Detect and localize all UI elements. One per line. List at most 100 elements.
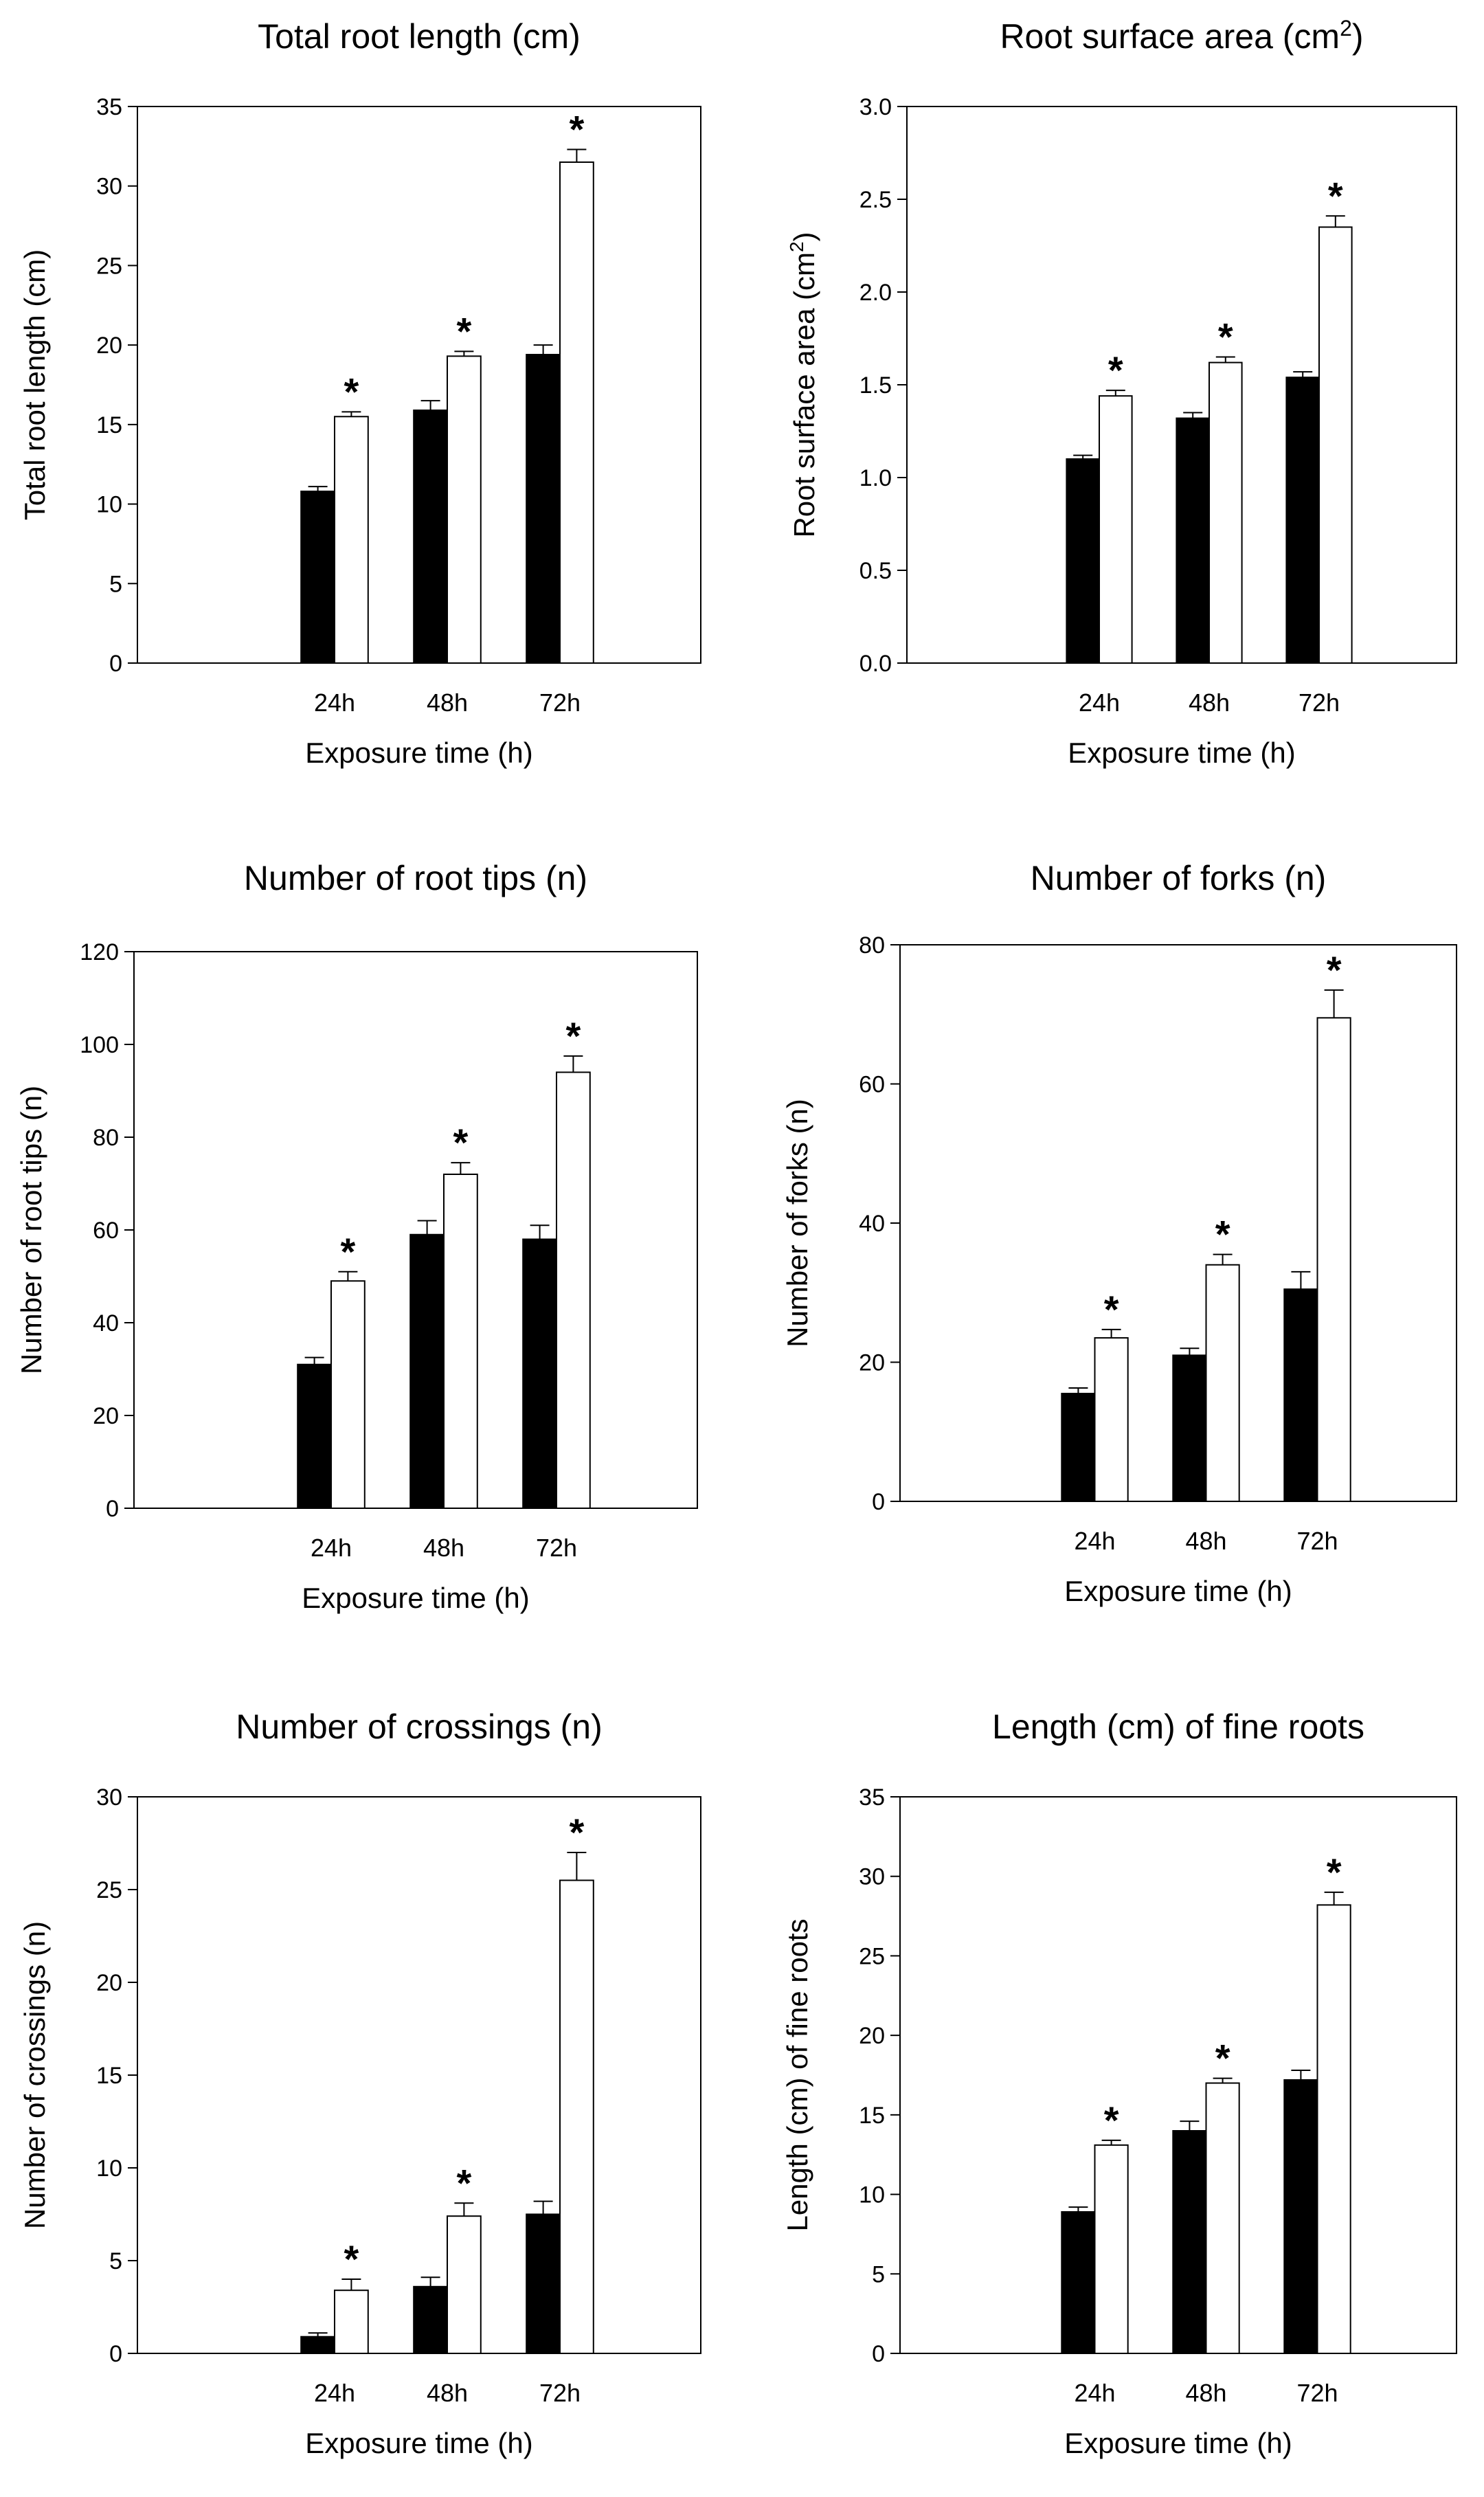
- bar-black: [526, 2213, 561, 2354]
- significance-marker: *: [1104, 1288, 1119, 1331]
- y-axis-label: Total root length (cm): [19, 249, 51, 521]
- x-axis-label: Exposure time (h): [1064, 1575, 1292, 1607]
- y-tick-label: 60: [93, 1218, 119, 1244]
- x-tick-label: 24h: [1074, 2379, 1115, 2407]
- bar-black: [1061, 1393, 1096, 1502]
- significance-marker: *: [340, 1230, 355, 1273]
- y-tick-label: 15: [96, 412, 122, 438]
- bar-white: [1205, 1264, 1240, 1502]
- y-tick-label: 30: [859, 1864, 885, 1890]
- y-tick-label: 0.5: [859, 558, 892, 584]
- y-tick-label: 15: [96, 2063, 122, 2089]
- chart-title: Number of crossings (n): [236, 1707, 603, 1746]
- bar-white: [1316, 1017, 1351, 1502]
- y-axis-label-text: Number of crossings (n): [19, 1921, 51, 2229]
- chart-title-text: Number of crossings (n): [236, 1707, 603, 1746]
- bar-black: [413, 2285, 449, 2355]
- x-tick-label: 48h: [427, 2379, 468, 2407]
- significance-marker: *: [1327, 948, 1342, 992]
- chart-panel-3: Number of root tips (n) 0 20 40 60 80 100 120 Nu…: [15, 859, 698, 1614]
- y-tick-label: 60: [859, 1072, 885, 1098]
- significance-marker: *: [1327, 1850, 1342, 1894]
- x-tick-label: 72h: [539, 688, 581, 717]
- chart-title: Root surface area (cm2): [1000, 16, 1363, 56]
- x-tick-label: 72h: [536, 1534, 577, 1562]
- y-axis-label: Number of crossings (n): [19, 1921, 51, 2229]
- x-tick-label: 48h: [1185, 1527, 1226, 1555]
- x-tick-label: 48h: [427, 688, 468, 717]
- x-tick-label: 24h: [311, 1534, 352, 1562]
- y-tick-label: 20: [859, 1350, 885, 1376]
- bar-black: [413, 410, 449, 664]
- x-tick-label: 24h: [1079, 688, 1120, 717]
- chart-title-text: Total root length (cm): [258, 17, 581, 56]
- bar-black: [1283, 2079, 1318, 2354]
- bar-black: [1066, 458, 1101, 664]
- significance-marker: *: [1104, 2098, 1119, 2142]
- y-tick-label: 15: [859, 2103, 885, 2129]
- y-axis-label-text: Total root length (cm): [19, 249, 51, 521]
- chart-title: Total root length (cm): [258, 17, 581, 56]
- bar-white: [559, 1879, 594, 2354]
- y-tick-label: 0.0: [859, 651, 892, 677]
- significance-marker: *: [1108, 348, 1123, 392]
- chart-panel-5: Number of crossings (n) 0 5 10 15 20 25 30 Numbe…: [19, 1707, 701, 2459]
- bar-white: [1099, 395, 1133, 664]
- bar-black: [526, 354, 561, 664]
- y-tick-label: 10: [96, 492, 122, 518]
- chart-title-text: Number of root tips (n): [244, 859, 587, 897]
- y-tick-label: 5: [109, 2248, 122, 2274]
- y-tick-label: 0: [109, 651, 122, 677]
- y-tick-label: 20: [93, 1403, 119, 1429]
- significance-marker: *: [1215, 1213, 1230, 1256]
- y-tick-label: 30: [96, 1784, 122, 1811]
- x-tick-label: 24h: [314, 688, 355, 717]
- x-tick-label: 48h: [423, 1534, 464, 1562]
- y-tick-label: 0: [872, 1489, 885, 1515]
- bar-white: [556, 1071, 591, 1509]
- y-tick-label: 25: [96, 253, 122, 279]
- y-tick-label: 100: [80, 1032, 119, 1058]
- y-tick-label: 5: [109, 571, 122, 597]
- bar-white: [447, 355, 482, 664]
- x-tick-label: 72h: [1298, 688, 1340, 717]
- bar-white: [1316, 1904, 1351, 2354]
- significance-marker: *: [456, 2161, 471, 2204]
- significance-marker: *: [1215, 2037, 1230, 2080]
- plot-frame: [137, 1796, 701, 2354]
- y-tick-label: 80: [859, 932, 885, 959]
- x-tick-label: 48h: [1185, 2379, 1226, 2407]
- significance-marker: *: [344, 370, 359, 413]
- bar-black: [300, 2336, 335, 2354]
- y-tick-label: 2.5: [859, 187, 892, 213]
- y-tick-label: 0: [109, 2341, 122, 2367]
- x-axis-label: Exposure time (h): [1068, 737, 1295, 769]
- y-tick-label: 120: [80, 939, 119, 965]
- chart-title-end: ): [1352, 17, 1364, 56]
- y-tick-label: 0: [872, 2341, 885, 2367]
- y-tick-label: 30: [96, 174, 122, 200]
- bar-white: [1094, 2144, 1129, 2355]
- bar-white: [1208, 361, 1243, 664]
- y-tick-label: 1.5: [859, 372, 892, 399]
- x-axis-label: Exposure time (h): [305, 2427, 532, 2459]
- chart-panel-1: Total root length (cm) 0 5 10 15 20 25 30 35 Tota…: [19, 17, 701, 769]
- bar-black: [1172, 2130, 1207, 2354]
- bar-black: [1172, 1354, 1207, 1502]
- y-axis-label-text: Root surface area (cm: [788, 252, 820, 538]
- y-axis-label: Number of root tips (n): [15, 1086, 47, 1374]
- bar-white: [334, 2289, 369, 2354]
- bar-black: [1176, 417, 1211, 664]
- chart-panel-6: Length (cm) of fine roots 0 5 10 15 20 25 30 35 L…: [781, 1707, 1457, 2459]
- y-tick-label: 80: [93, 1125, 119, 1151]
- y-axis-label-text: Number of forks (n): [781, 1099, 813, 1347]
- chart-title-text: Length (cm) of fine roots: [992, 1707, 1364, 1746]
- bar-white: [559, 161, 594, 664]
- y-tick-label: 35: [859, 1784, 885, 1811]
- x-axis-label: Exposure time (h): [302, 1582, 529, 1614]
- y-tick-label: 10: [96, 2156, 122, 2182]
- significance-marker: *: [456, 309, 471, 352]
- chart-panel-4: Number of forks (n) 0 20 40 60 80 Number of fo…: [781, 859, 1457, 1607]
- bar-black: [1061, 2211, 1096, 2354]
